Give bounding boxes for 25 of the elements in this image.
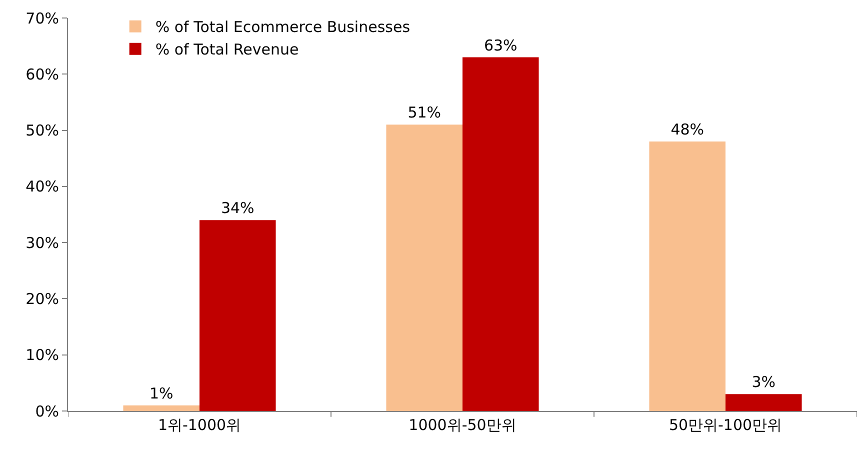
- bar: [200, 220, 276, 411]
- legend-label: % of Total Revenue: [155, 40, 299, 59]
- data-label: 34%: [220, 199, 254, 218]
- bar: [462, 57, 539, 411]
- y-tick-label: 10%: [26, 346, 59, 364]
- data-label: 63%: [484, 36, 518, 54]
- data-label: 48%: [670, 120, 704, 139]
- data-label: 3%: [752, 373, 776, 392]
- data-label: 1%: [149, 384, 174, 402]
- x-tick-label: 1위-1000위: [158, 416, 242, 434]
- y-tick-label: 40%: [26, 178, 59, 196]
- x-tick-label: 1000위-50만위: [408, 416, 516, 434]
- y-tick-label: 60%: [26, 65, 59, 84]
- data-label: 51%: [408, 104, 442, 122]
- bar: [386, 124, 462, 411]
- x-tick-label: 50만위-100만위: [668, 416, 782, 434]
- y-tick-label: 20%: [26, 290, 59, 308]
- y-tick-label: 50%: [26, 122, 59, 140]
- bar: [649, 142, 726, 411]
- y-tick-label: 30%: [26, 234, 59, 252]
- y-tick-label: 70%: [26, 9, 59, 28]
- bar: [123, 405, 200, 411]
- legend-label: % of Total Ecommerce Businesses: [155, 18, 410, 36]
- bar: [726, 394, 802, 411]
- y-tick-label: 0%: [35, 402, 59, 420]
